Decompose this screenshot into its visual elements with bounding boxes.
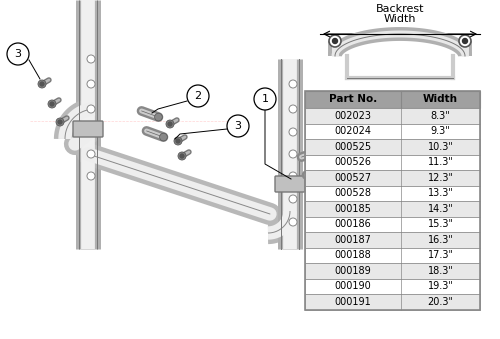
Text: 000191: 000191 <box>335 297 372 307</box>
Circle shape <box>166 120 174 128</box>
Text: 000528: 000528 <box>334 188 372 198</box>
Circle shape <box>50 102 54 106</box>
Circle shape <box>180 154 184 158</box>
FancyBboxPatch shape <box>305 263 480 279</box>
Text: 3: 3 <box>14 49 21 59</box>
FancyBboxPatch shape <box>305 170 480 185</box>
FancyBboxPatch shape <box>305 201 480 217</box>
Text: 12.3": 12.3" <box>428 173 454 183</box>
Text: 002023: 002023 <box>334 111 372 121</box>
Text: 15.3": 15.3" <box>428 219 454 229</box>
FancyBboxPatch shape <box>305 232 480 247</box>
Text: 000527: 000527 <box>334 173 372 183</box>
Text: 000186: 000186 <box>335 219 372 229</box>
Circle shape <box>289 128 297 136</box>
Circle shape <box>227 115 249 137</box>
FancyBboxPatch shape <box>305 247 480 263</box>
Text: 2: 2 <box>194 91 202 101</box>
Circle shape <box>187 85 209 107</box>
Circle shape <box>40 82 44 86</box>
Text: 19.3": 19.3" <box>428 281 454 291</box>
FancyBboxPatch shape <box>305 155 480 170</box>
Text: 16.3": 16.3" <box>428 235 454 245</box>
Text: 000188: 000188 <box>335 250 372 260</box>
Text: 10.3": 10.3" <box>428 142 454 152</box>
FancyBboxPatch shape <box>305 185 480 201</box>
Text: 11.3": 11.3" <box>428 157 454 167</box>
Circle shape <box>254 88 276 110</box>
Text: 000525: 000525 <box>334 142 372 152</box>
Circle shape <box>174 137 182 145</box>
Circle shape <box>160 133 168 141</box>
Circle shape <box>289 80 297 88</box>
FancyBboxPatch shape <box>73 121 103 137</box>
Circle shape <box>314 147 322 155</box>
Circle shape <box>289 218 297 226</box>
Text: 9.3": 9.3" <box>431 126 450 136</box>
Text: Width: Width <box>423 95 458 104</box>
Circle shape <box>332 39 338 43</box>
FancyBboxPatch shape <box>305 123 480 139</box>
Text: 20.3": 20.3" <box>428 297 454 307</box>
Text: 002024: 002024 <box>334 126 372 136</box>
FancyBboxPatch shape <box>305 217 480 232</box>
Text: 000526: 000526 <box>334 157 372 167</box>
Text: 13.3": 13.3" <box>428 188 454 198</box>
Circle shape <box>58 120 62 124</box>
Text: 14.3": 14.3" <box>428 204 454 214</box>
Text: 1: 1 <box>262 94 268 104</box>
FancyBboxPatch shape <box>305 279 480 294</box>
Circle shape <box>176 139 180 143</box>
Circle shape <box>289 195 297 203</box>
Circle shape <box>87 55 95 63</box>
Text: 000190: 000190 <box>335 281 372 291</box>
Circle shape <box>320 165 328 173</box>
Text: Width: Width <box>384 14 416 24</box>
Text: 18.3": 18.3" <box>428 266 454 276</box>
Circle shape <box>289 150 297 158</box>
Circle shape <box>329 35 341 47</box>
Circle shape <box>7 43 29 65</box>
Circle shape <box>154 113 162 121</box>
Circle shape <box>459 35 471 47</box>
Circle shape <box>168 122 172 126</box>
Text: 8.3": 8.3" <box>431 111 450 121</box>
FancyBboxPatch shape <box>275 176 305 192</box>
Circle shape <box>87 128 95 136</box>
Text: Backrest: Backrest <box>376 4 424 14</box>
Text: 000187: 000187 <box>334 235 372 245</box>
Text: 3: 3 <box>234 121 242 131</box>
Circle shape <box>87 105 95 113</box>
Text: Part No.: Part No. <box>329 95 378 104</box>
Text: 17.3": 17.3" <box>428 250 454 260</box>
Circle shape <box>38 80 46 88</box>
FancyBboxPatch shape <box>305 139 480 155</box>
Circle shape <box>462 39 468 43</box>
Circle shape <box>87 80 95 88</box>
FancyBboxPatch shape <box>305 91 480 108</box>
Circle shape <box>56 118 64 126</box>
Circle shape <box>289 172 297 180</box>
FancyBboxPatch shape <box>305 108 480 123</box>
Circle shape <box>87 150 95 158</box>
FancyBboxPatch shape <box>305 294 480 310</box>
Text: 000185: 000185 <box>334 204 372 214</box>
Circle shape <box>87 172 95 180</box>
Circle shape <box>48 100 56 108</box>
Circle shape <box>289 105 297 113</box>
Circle shape <box>178 152 186 160</box>
Text: 000189: 000189 <box>335 266 372 276</box>
